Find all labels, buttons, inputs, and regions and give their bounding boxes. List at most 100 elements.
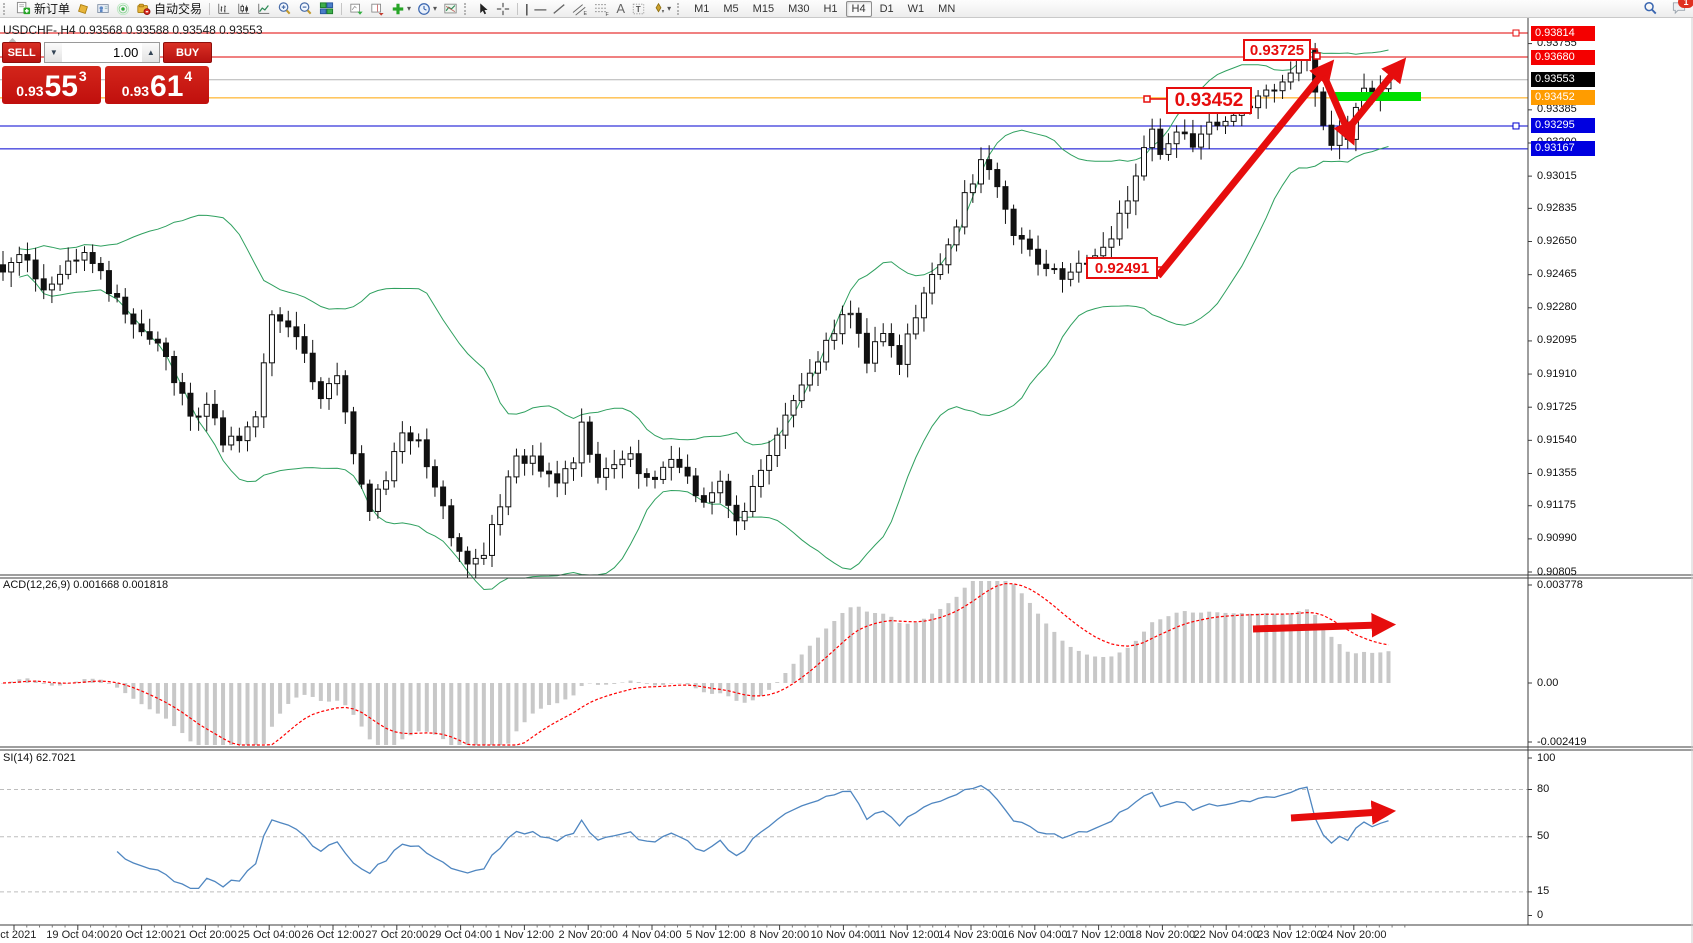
signals-button[interactable]	[113, 1, 133, 17]
svg-text:E: E	[584, 11, 588, 16]
new-order-icon	[16, 1, 31, 16]
text-label-icon: T	[631, 2, 646, 16]
buy-button[interactable]: BUY	[163, 42, 212, 63]
new-order-button[interactable]: 新订单	[13, 1, 73, 17]
zoom-out-button[interactable]	[295, 1, 316, 17]
chart-shift-button[interactable]	[367, 1, 388, 17]
rsi-axis-label: 15	[1537, 885, 1550, 898]
timeframe-H4-button[interactable]: H4	[845, 0, 872, 17]
timeframe-M15-button[interactable]: M15	[752, 2, 775, 15]
timeframe-bar: M1 M5 M15 M30 H1 H4 D1 W1 MN	[687, 0, 962, 17]
line-chart-button[interactable]	[254, 1, 274, 17]
time-axis-label: 4 Nov 04:00	[622, 929, 682, 941]
tile-windows-button[interactable]	[316, 1, 337, 17]
annotation-price-label[interactable]: 0.93452	[1166, 87, 1252, 114]
trend-up-arrow	[1155, 59, 1335, 279]
buy-price-prefix: 0.93	[121, 83, 150, 99]
autotrading-icon	[136, 2, 151, 16]
time-axis-label: 5 Nov 12:00	[686, 929, 746, 941]
channel-icon: E	[572, 2, 588, 16]
autotrading-button[interactable]: 自动交易	[133, 1, 205, 17]
search-button[interactable]	[1640, 1, 1661, 17]
add-indicator-button[interactable]: ▾	[388, 1, 414, 17]
rsi-axis-label: 50	[1537, 830, 1550, 843]
time-axis-label: 17 Nov 12:00	[1065, 929, 1132, 941]
pullback-down-arrow	[1320, 74, 1356, 146]
breakout-up-arrow	[1345, 57, 1407, 132]
buy-price-main: 61	[150, 70, 184, 103]
rsi-indicator-label: SI(14) 62.7021	[3, 752, 76, 764]
arrows-icon	[652, 2, 665, 15]
toolbar-grip[interactable]	[3, 2, 10, 15]
horizontal-line-icon: —	[534, 1, 547, 16]
time-axis-label: 22 Nov 04:00	[1193, 929, 1259, 941]
analysis-annotations[interactable]	[1143, 48, 1421, 825]
timeframe-W1-button[interactable]: W1	[907, 2, 925, 15]
fibonacci-button[interactable]: F	[591, 1, 613, 17]
market-depth-button[interactable]	[93, 1, 113, 17]
annotation-price-label[interactable]: 0.92491	[1086, 257, 1158, 279]
price-axis-label: 0.91725	[1537, 400, 1577, 413]
timeframe-M5-button[interactable]: M5	[723, 2, 739, 15]
vertical-line-icon: |	[525, 1, 529, 16]
toolbar-separator	[209, 2, 211, 15]
price-axis-label: 0.92835	[1537, 201, 1577, 214]
bollinger-bands	[19, 49, 1389, 591]
svg-text:F: F	[606, 12, 609, 16]
volume-increase-button[interactable]: ▲	[142, 43, 160, 62]
sell-price-quote[interactable]: 0.93 55 3	[2, 66, 101, 104]
timeframe-D1-button[interactable]: D1	[879, 2, 894, 15]
history-center-button[interactable]	[73, 1, 93, 17]
arrows-button[interactable]: ▾	[649, 1, 674, 17]
notifications-button[interactable]: 1	[1671, 0, 1693, 18]
text-button[interactable]: A	[613, 1, 628, 17]
depth-icon	[96, 2, 110, 16]
timeframe-H1-button[interactable]: H1	[823, 2, 838, 15]
chart-title: USDCHF-,H4 0.93568 0.93588 0.93548 0.935…	[3, 23, 263, 37]
text-label-button[interactable]: T	[628, 1, 649, 17]
bar-chart-button[interactable]	[214, 1, 234, 17]
sell-price-pip: 3	[78, 68, 87, 84]
crosshair-button[interactable]	[493, 1, 513, 17]
time-axis-label: 23 Nov 12:00	[1257, 929, 1323, 941]
toolbar-grip[interactable]	[677, 2, 684, 15]
zoom-in-button[interactable]	[274, 1, 295, 17]
volume-value[interactable]: 1.00	[113, 45, 139, 60]
time-axis-label: 25 Oct 04:00	[237, 929, 301, 941]
buy-price-quote[interactable]: 0.93 61 4	[105, 66, 209, 104]
equidistant-channel-button[interactable]: E	[569, 1, 591, 17]
trendline-button[interactable]	[549, 1, 569, 17]
search-icon	[1643, 1, 1658, 16]
buy-price-pip: 4	[184, 68, 193, 84]
chart-properties-button[interactable]	[440, 1, 461, 17]
timeframe-M30-button[interactable]: M30	[788, 2, 810, 15]
horizontal-line-button[interactable]: —	[531, 1, 549, 17]
auto-scroll-button[interactable]	[346, 1, 367, 17]
crosshair-icon	[496, 2, 510, 16]
annotation-price-label[interactable]: 0.93725	[1243, 39, 1311, 61]
price-axis-badge: 0.93295	[1531, 118, 1595, 134]
price-axis-label: 0.91175	[1537, 499, 1576, 512]
vertical-line-button[interactable]: |	[522, 1, 531, 17]
chart-window: USDCHF-,H4 0.93568 0.93588 0.93548 0.935…	[0, 18, 1693, 943]
candlestick-chart-button[interactable]	[234, 1, 254, 17]
zoom-in-icon	[277, 1, 292, 16]
tile-windows-icon	[319, 1, 334, 16]
period-clock-button[interactable]: ▾	[414, 1, 440, 17]
volume-decrease-button[interactable]: ▼	[45, 43, 63, 62]
price-axis-label: 0.91910	[1537, 367, 1577, 380]
sell-button[interactable]: SELL	[2, 42, 42, 63]
chart-plot[interactable]	[0, 18, 1693, 943]
timeframe-M1-button[interactable]: M1	[694, 2, 710, 15]
cursor-icon	[477, 2, 490, 16]
time-axis-label: Oct 2021	[0, 929, 37, 941]
cursor-button[interactable]	[474, 1, 493, 17]
toolbar-grip[interactable]	[464, 2, 471, 15]
macd-flat-arrow	[1252, 613, 1397, 638]
price-axis-label: 0.92650	[1537, 235, 1577, 247]
time-axis-label: 14 Nov 23:00	[938, 929, 1004, 941]
price-axis-label: 0.93015	[1537, 169, 1577, 182]
price-axis-badge: 0.93452	[1531, 90, 1595, 106]
chart-properties-icon	[443, 2, 458, 16]
timeframe-MN-button[interactable]: MN	[938, 2, 956, 15]
